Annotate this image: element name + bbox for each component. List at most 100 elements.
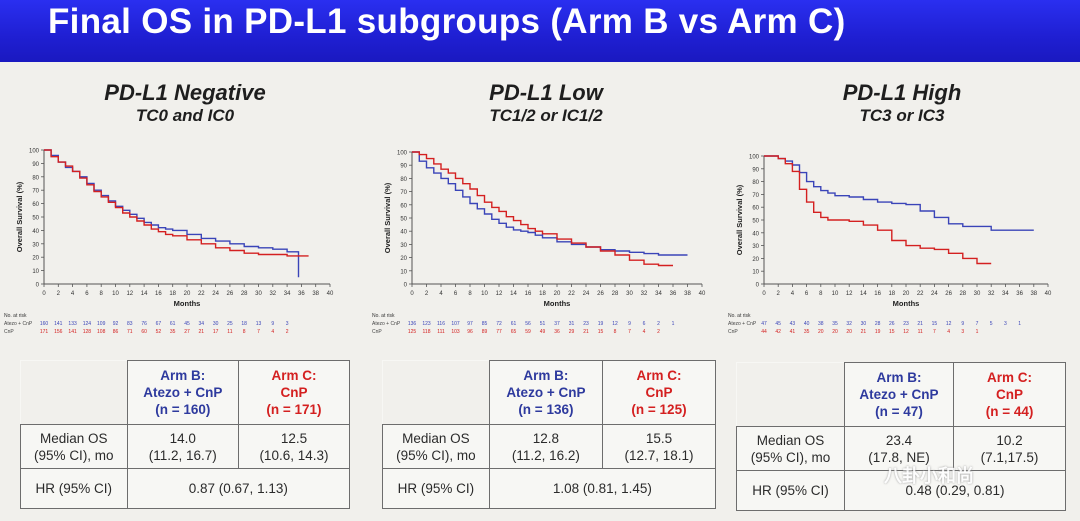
series-line-cnp [44,149,309,257]
x-tick-label: 6 [805,291,809,297]
y-tick-label: 40 [752,231,759,237]
y-tick-label: 40 [400,230,407,236]
x-tick-label: 40 [1045,291,1052,297]
y-tick-label: 70 [752,193,759,199]
risk-value: 23 [903,321,909,327]
risk-value: 19 [598,321,604,327]
risk-value: 7 [257,329,260,335]
table-corner [736,362,845,427]
x-axis-label: Months [174,299,201,308]
risk-value: 7 [628,329,631,335]
x-tick-label: 24 [583,291,590,297]
arm-b-median-cell: 23.4 (17.8, NE) [843,426,955,471]
x-tick-label: 36 [670,291,677,297]
panel-title: PD-L1 Negative [104,80,266,105]
x-axis-label: Months [893,299,920,308]
x-tick-label: 30 [626,291,633,297]
arm-c-drug: CnP [996,387,1024,402]
x-tick-label: 2 [57,291,61,297]
risk-value: 21 [199,329,205,335]
risk-value: 15 [889,329,895,335]
y-tick-label: 50 [400,217,407,223]
risk-value: 12 [903,329,909,335]
table-corner [382,360,490,425]
x-tick-label: 40 [327,291,334,297]
risk-table-title: No. at risk [4,313,27,319]
risk-value: 47 [761,321,767,327]
x-tick-label: 28 [959,291,966,297]
x-tick-label: 40 [699,291,706,297]
risk-value: 19 [875,329,881,335]
y-tick-label: 10 [32,269,39,275]
risk-row-label: Atezo + CnP [372,321,401,327]
y-tick-label: 50 [752,219,759,225]
median-row-label: Median OS (95% CI), mo [736,426,845,471]
arm-c-median-cell: 15.5 (12.7, 18.1) [602,424,716,469]
x-tick-label: 10 [481,291,488,297]
risk-value: 61 [511,321,517,327]
x-tick-label: 18 [539,291,546,297]
risk-value: 12 [612,321,618,327]
x-tick-label: 20 [554,291,561,297]
x-tick-label: 28 [241,291,248,297]
arm-c-header: Arm C: CnP (n = 125) [602,360,716,425]
hr-value-cell: 1.08 (0.81, 1.45) [488,468,717,509]
risk-value: 20 [818,329,824,335]
risk-value: 1 [672,321,675,327]
risk-value: 8 [243,329,246,335]
risk-value: 42 [775,329,781,335]
risk-value: 108 [97,329,106,335]
x-tick-label: 14 [510,291,517,297]
hr-value-cell: 0.48 (0.29, 0.81) [843,470,1067,511]
y-tick-label: 0 [36,283,40,289]
risk-value: 71 [127,329,133,335]
risk-value: 15 [598,329,604,335]
risk-value: 34 [199,321,205,327]
x-tick-label: 2 [777,291,781,297]
risk-row-label: CnP [372,329,382,335]
risk-value: 2 [657,329,660,335]
y-tick-label: 100 [29,149,40,155]
risk-value: 123 [422,321,431,327]
risk-value: 18 [241,321,247,327]
arm-b-n: (n = 136) [518,402,574,417]
table-corner [20,360,128,425]
panel-title: PD-L1 Low [489,80,603,105]
arm-c-label: Arm C: [987,370,1033,385]
x-tick-label: 38 [684,291,691,297]
y-tick-label: 30 [32,242,39,248]
x-tick-label: 20 [903,291,910,297]
risk-value: 20 [832,329,838,335]
arm-c-n: (n = 171) [266,402,322,417]
series-line-atezo-cnp [412,151,688,256]
risk-value: 136 [408,321,417,327]
risk-value: 5 [990,321,993,327]
x-tick-label: 32 [269,291,276,297]
risk-value: 133 [68,321,77,327]
y-axis-label: Overall Survival (%) [735,184,744,255]
y-tick-label: 20 [400,256,407,262]
hr-value-cell: 0.87 (0.67, 1.13) [126,468,351,509]
series-line-atezo-cnp [764,155,1034,231]
risk-value: 37 [554,321,560,327]
x-tick-label: 14 [141,291,148,297]
risk-value: 51 [540,321,546,327]
risk-value: 36 [554,329,560,335]
title-banner: Final OS in PD-L1 subgroups (Arm B vs Ar… [0,0,1080,62]
risk-value: 35 [170,329,176,335]
y-tick-label: 70 [32,189,39,195]
arm-b-label: Arm B: [523,368,569,383]
y-tick-label: 90 [32,162,39,168]
y-tick-label: 100 [397,151,408,157]
arm-c-header: Arm C: CnP (n = 171) [237,360,351,425]
risk-value: 89 [482,329,488,335]
risk-value: 21 [917,321,923,327]
arm-c-label: Arm C: [636,368,682,383]
series-line-atezo-cnp [44,149,300,278]
y-axis-label: Overall Survival (%) [383,182,392,253]
risk-value: 3 [286,321,289,327]
watermark: 八卦小和尚 [884,466,974,486]
x-tick-label: 24 [931,291,938,297]
